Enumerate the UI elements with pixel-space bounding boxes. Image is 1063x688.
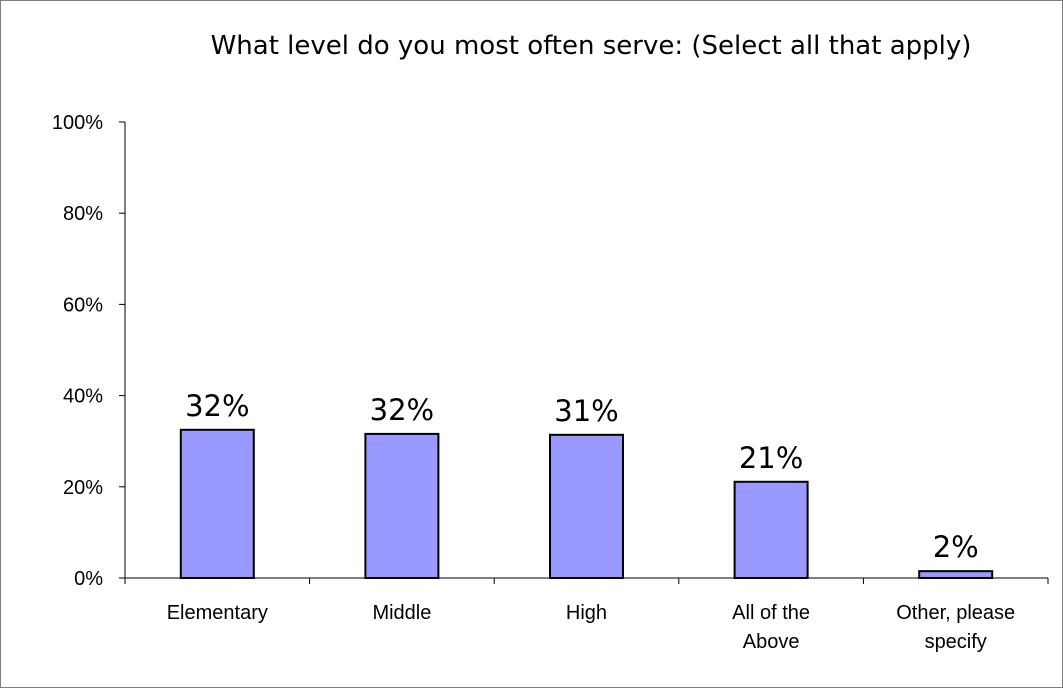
data-label: 31% [554, 394, 618, 428]
category-label-line: Elementary [167, 602, 268, 624]
bar [549, 433, 624, 580]
y-axis: 0% 20% 40% 60% 80% 100% [52, 112, 126, 590]
category-label-line: specify [925, 631, 987, 653]
y-tick-label: 40% [63, 386, 103, 408]
category-label-line: Other, please [896, 602, 1015, 624]
bar [179, 428, 255, 579]
y-tick-label: 60% [63, 294, 103, 316]
category-label-line: Middle [372, 602, 431, 624]
y-tick-label: 0% [74, 568, 103, 590]
category-label: Middle [372, 602, 431, 624]
chart-title: What level do you most often serve: (Sel… [210, 31, 972, 61]
bars [179, 428, 994, 580]
category-label-line: All of the [732, 602, 810, 624]
category-label: All of the Above [732, 602, 810, 653]
y-tick-label: 20% [63, 477, 103, 499]
bar [364, 432, 440, 579]
data-labels: 32% 32% 31% 21% 2% [185, 389, 979, 564]
category-label: Elementary [167, 602, 268, 624]
category-label-line: High [566, 602, 607, 624]
bar [733, 480, 809, 579]
category-label: High [566, 602, 607, 624]
data-label: 32% [185, 389, 249, 423]
bar [918, 570, 994, 579]
data-label: 21% [739, 441, 803, 475]
category-label-line: Above [743, 631, 800, 653]
data-label: 32% [370, 393, 434, 427]
x-axis: Elementary Middle High All of the Above Other… [124, 577, 1049, 653]
category-label: Other, please specify [896, 602, 1015, 653]
y-tick-label: 80% [63, 203, 103, 225]
data-label: 2% [933, 530, 979, 564]
y-tick-label: 100% [52, 112, 103, 134]
